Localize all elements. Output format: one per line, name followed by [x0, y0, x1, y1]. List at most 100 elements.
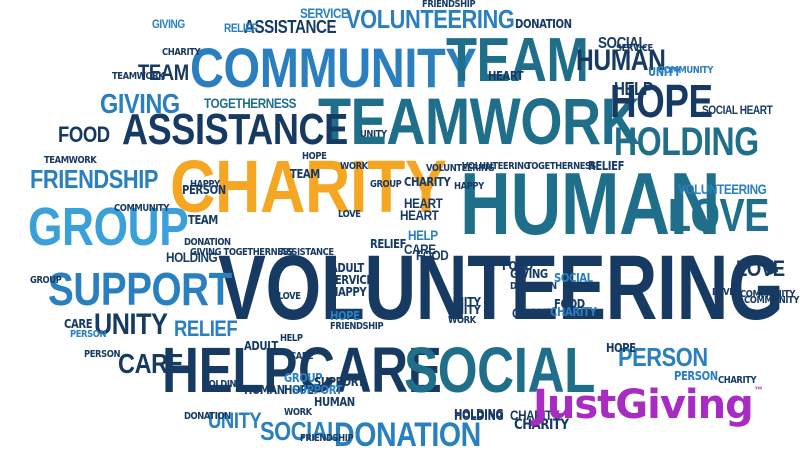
justgiving-logo-text: JustGiving — [533, 382, 754, 428]
cloud-word-heart-3: HEART — [404, 195, 443, 211]
cloud-word-group: GROUP — [28, 197, 189, 257]
cloud-word-holding-3: HOLDING — [454, 407, 504, 421]
cloud-word-community-r: COMMUNITY — [658, 65, 714, 76]
cloud-word-volunteering-4: VOLUNTEERING — [426, 163, 495, 174]
cloud-word-heart-2: HEART — [400, 207, 439, 223]
cloud-word-hope-2: HOPE — [284, 383, 314, 397]
cloud-word-care-5: CARE — [290, 351, 314, 362]
cloud-word-togetherness: TOGETHERNESS — [204, 95, 297, 111]
cloud-word-service: SERVICE — [300, 5, 349, 21]
cloud-word-hope-4: HOPE — [302, 151, 327, 162]
cloud-word-giving-2: GIVING — [510, 267, 548, 281]
cloud-word-team-4: TEAM — [290, 167, 320, 181]
cloud-word-giving-3: GIVING TOGETHERNESS — [190, 247, 294, 258]
cloud-word-friendship-3: FRIENDSHIP — [330, 321, 384, 332]
cloud-word-care-4: CARE — [404, 241, 436, 257]
cloud-word-food-2: FOOD — [502, 259, 533, 273]
cloud-word-teamwork-2: TEAMWORK — [44, 155, 97, 166]
cloud-word-work: WORK — [340, 161, 368, 172]
cloud-word-donation: DONATION — [334, 416, 481, 450]
cloud-word-donation-2: DONATION — [510, 281, 557, 292]
justgiving-logo: JustGiving™ — [533, 382, 764, 428]
cloud-word-charity-5: CHARITY — [404, 175, 451, 189]
cloud-word-teamwork-3: TEAMWORK — [112, 71, 165, 82]
cloud-word-care-3: CARE — [64, 317, 93, 331]
trademark-mark: ™ — [753, 386, 764, 397]
cloud-word-group-4: GROUP — [512, 305, 554, 321]
cloud-word-assistance-top: ASSISTANCE — [244, 17, 337, 37]
cloud-word-human-big: HUMAN — [460, 154, 721, 253]
cloud-word-help: HELP — [162, 334, 297, 406]
cloud-word-volunteering-top: VOLUNTEERING — [346, 4, 515, 34]
cloud-word-hope-3: HOPE — [330, 309, 360, 323]
cloud-word-work-3: WORK — [448, 315, 476, 326]
cloud-word-human-3: HUMAN — [314, 395, 355, 409]
cloud-word-work-2: WORK — [284, 407, 312, 418]
cloud-word-unity-2: UNITY — [208, 408, 262, 433]
cloud-word-social-2: SOCIAL — [260, 416, 340, 446]
cloud-word-unity-3: UNITY — [648, 65, 681, 79]
cloud-word-volunteering-3: VOLUNTEERING — [462, 161, 531, 172]
cloud-word-unity-6: UNITY — [448, 295, 481, 309]
cloud-word-unity-4: UNITY — [448, 303, 481, 317]
cloud-word-support: SUPPORT — [48, 263, 232, 315]
cloud-word-adult-2: ADULT — [244, 339, 278, 353]
cloud-word-person-5: PERSON — [84, 349, 121, 360]
cloud-word-assistance: ASSISTANCE — [122, 105, 348, 154]
cloud-word-giving: GIVING — [100, 88, 180, 119]
cloud-word-person-3: PERSON — [182, 183, 226, 197]
cloud-word-support-3: SUPPORT — [292, 383, 343, 397]
cloud-word-togetherness-2: TOGETHERNESS — [526, 161, 596, 172]
cloud-word-happy-3: HAPPY — [454, 181, 484, 192]
cloud-word-help-r: HELP — [614, 79, 653, 99]
cloud-word-happy: HAPPY — [330, 285, 367, 299]
cloud-word-love-3: LOVE — [338, 209, 361, 220]
cloud-word-charity-2: CHARITY — [514, 417, 569, 433]
cloud-word-holding-2: HOLDING — [166, 249, 218, 265]
cloud-word-holding: HOLDING — [614, 120, 759, 164]
cloud-word-team-2: TEAM — [138, 60, 189, 85]
cloud-word-service-2: SERVICE — [328, 273, 373, 287]
cloud-word-love-4: LOVE — [278, 291, 301, 302]
cloud-word-community-small: COMMUNITY — [740, 289, 796, 300]
cloud-word-care-2: CARE — [118, 348, 183, 379]
cloud-word-relief-2: RELIEF — [588, 159, 625, 173]
cloud-word-help-3: HELP — [280, 333, 303, 344]
cloud-word-relief: RELIEF — [174, 316, 238, 341]
cloud-word-care-big: CARE — [298, 334, 442, 406]
cloud-word-relief-top: RELIEF — [224, 21, 258, 35]
cloud-word-hope-5: HOPE — [606, 341, 636, 355]
cloud-word-community-3: COMMUNITY — [114, 203, 170, 214]
cloud-word-social-3: SOCIAL — [554, 271, 593, 285]
cloud-word-holding-5: HOLDING — [454, 409, 504, 423]
cloud-word-food: FOOD — [58, 122, 110, 147]
cloud-word-group-2: GROUP — [284, 371, 323, 385]
cloud-word-charity-7: CHARITY — [510, 407, 560, 423]
cloud-word-food-4: FOOD — [554, 297, 585, 311]
cloud-word-love-big: LOVE — [668, 189, 770, 241]
cloud-word-charity: CHARITY — [170, 145, 447, 228]
cloud-word-friendship-4: FRIENDSHIP — [422, 0, 476, 10]
cloud-word-charity-4: CHARITY — [550, 305, 597, 319]
cloud-word-human-4: HUMAN — [244, 383, 285, 397]
cloud-word-service-top: SERVICE — [616, 43, 653, 54]
cloud-word-person-2: PERSON — [674, 369, 718, 383]
cloud-word-donation-top: DONATION — [515, 17, 572, 31]
cloud-word-volunteering-r: VOLUNTEERING — [678, 181, 767, 197]
cloud-word-help-2: HELP — [408, 227, 438, 243]
cloud-word-group-5: GROUP — [370, 179, 402, 190]
cloud-word-group-3: GROUP — [30, 275, 62, 286]
cloud-word-teamwork: TEAMWORK — [318, 84, 640, 158]
cloud-word-donation-4: DONATION — [184, 237, 231, 248]
cloud-word-donation-3: DONATION — [184, 411, 231, 422]
cloud-word-person-4: PERSON — [70, 329, 107, 340]
cloud-word-social-top: SOCIAL — [598, 35, 647, 52]
cloud-word-unity: UNITY — [94, 308, 168, 341]
cloud-word-community: COMMUNITY — [190, 36, 477, 99]
cloud-word-giving-top: GIVING — [152, 17, 185, 31]
cloud-word-charity-3: CHARITY — [162, 47, 201, 58]
cloud-word-holding-4: HOLDING — [202, 379, 243, 390]
cloud-word-assistance-2: ASSISTANCE — [280, 247, 334, 258]
cloud-word-unity-5: UNITY — [360, 129, 387, 140]
